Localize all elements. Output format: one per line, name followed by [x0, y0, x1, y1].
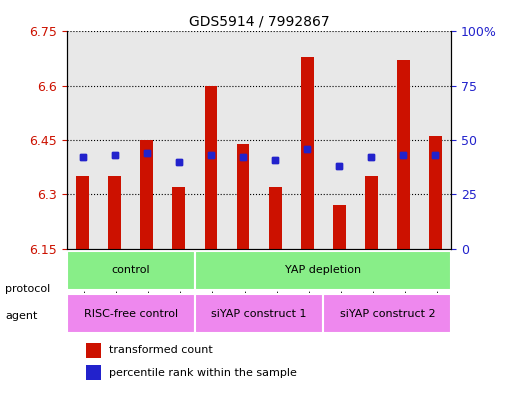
Bar: [86, 343, 101, 358]
Bar: [163, 31, 195, 249]
Bar: [365, 176, 378, 249]
Bar: [365, 176, 378, 249]
Bar: [429, 136, 442, 249]
Bar: [236, 144, 249, 249]
Text: control: control: [111, 265, 150, 275]
Bar: [429, 136, 442, 249]
Bar: [195, 31, 227, 249]
Bar: [323, 31, 355, 249]
Bar: [108, 176, 121, 249]
Bar: [205, 86, 218, 249]
Bar: [301, 57, 313, 249]
Text: siYAP construct 1: siYAP construct 1: [211, 309, 307, 319]
Bar: [98, 31, 131, 249]
Bar: [172, 187, 185, 249]
Bar: [397, 61, 410, 249]
Text: siYAP construct 2: siYAP construct 2: [340, 309, 435, 319]
Bar: [236, 144, 249, 249]
Bar: [108, 176, 121, 249]
Bar: [269, 187, 282, 249]
Text: agent: agent: [5, 311, 37, 321]
Bar: [269, 187, 282, 249]
Bar: [397, 61, 410, 249]
Bar: [205, 86, 218, 249]
Text: percentile rank within the sample: percentile rank within the sample: [109, 368, 297, 378]
Text: YAP depletion: YAP depletion: [285, 265, 361, 275]
Text: transformed count: transformed count: [109, 345, 213, 355]
Text: protocol: protocol: [5, 284, 50, 294]
Bar: [291, 31, 323, 249]
Bar: [76, 176, 89, 249]
Bar: [355, 31, 387, 249]
Bar: [131, 31, 163, 249]
Bar: [301, 57, 313, 249]
Text: RISC-free control: RISC-free control: [84, 309, 178, 319]
Bar: [387, 31, 420, 249]
FancyBboxPatch shape: [195, 251, 451, 290]
Bar: [227, 31, 259, 249]
Title: GDS5914 / 7992867: GDS5914 / 7992867: [189, 15, 329, 29]
Bar: [141, 140, 153, 249]
Bar: [333, 205, 346, 249]
Bar: [86, 365, 101, 380]
FancyBboxPatch shape: [67, 294, 195, 333]
FancyBboxPatch shape: [195, 294, 323, 333]
Bar: [420, 31, 451, 249]
Bar: [76, 176, 89, 249]
FancyBboxPatch shape: [323, 294, 451, 333]
FancyBboxPatch shape: [67, 251, 195, 290]
Bar: [259, 31, 291, 249]
Bar: [172, 187, 185, 249]
Bar: [333, 205, 346, 249]
Bar: [141, 140, 153, 249]
Bar: [67, 31, 98, 249]
